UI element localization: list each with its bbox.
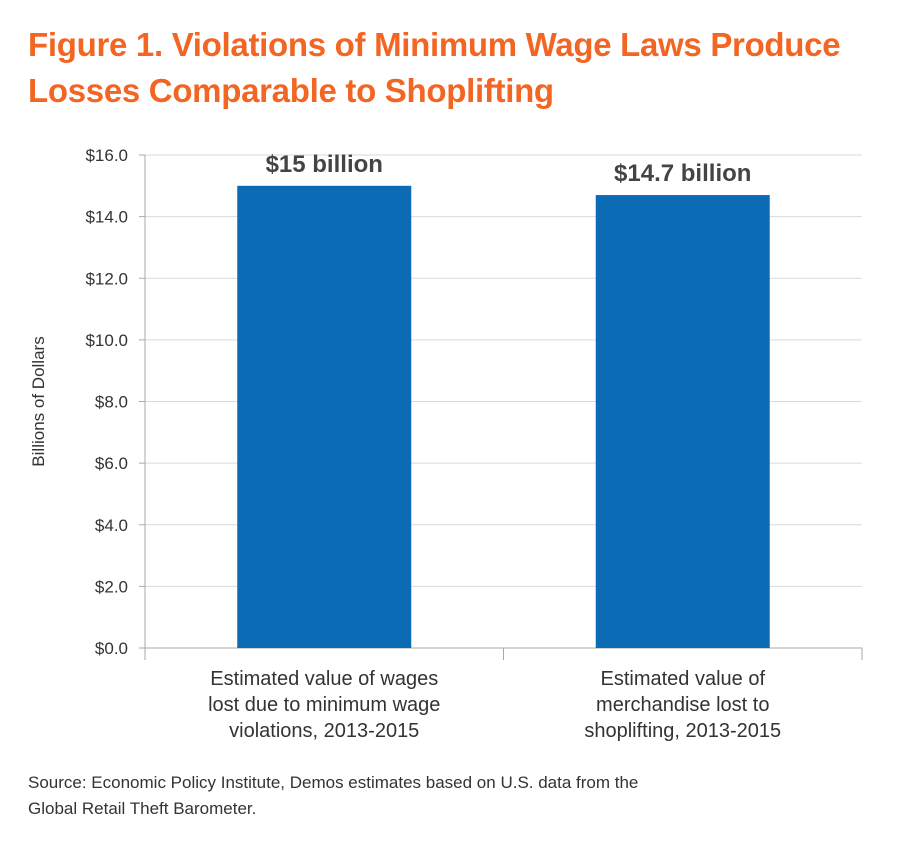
title-line: Figure 1. Violations of Minimum Wage Law… xyxy=(28,26,841,63)
data-label: $15 billion xyxy=(266,151,383,178)
x-category-label: lost due to minimum wage xyxy=(208,694,440,716)
x-category-label: merchandise lost to xyxy=(596,694,769,716)
x-category-label: Estimated value of xyxy=(600,668,765,690)
x-category-label: Estimated value of wages xyxy=(210,668,438,690)
y-tick-label: $6.0 xyxy=(95,454,128,473)
data-label: $14.7 billion xyxy=(614,160,751,187)
bar xyxy=(237,185,412,648)
y-tick-label: $14.0 xyxy=(85,208,128,227)
x-category-label: violations, 2013-2015 xyxy=(229,720,419,742)
x-category-label: shoplifting, 2013-2015 xyxy=(584,720,781,742)
y-tick-label: $4.0 xyxy=(95,516,128,535)
y-tick-label: $0.0 xyxy=(95,639,128,658)
title-line: Losses Comparable to Shoplifting xyxy=(28,72,554,109)
y-tick-label: $2.0 xyxy=(95,577,128,596)
source-line: Global Retail Theft Barometer. xyxy=(28,799,257,818)
source-line: Source: Economic Policy Institute, Demos… xyxy=(28,773,639,792)
y-tick-label: $8.0 xyxy=(95,393,128,412)
chart-title: Figure 1. Violations of Minimum Wage Law… xyxy=(28,22,841,114)
y-axis-label: Billions of Dollars xyxy=(29,336,48,466)
bar xyxy=(595,195,770,648)
y-tick-label: $12.0 xyxy=(85,269,128,288)
y-tick-label: $10.0 xyxy=(85,331,128,350)
y-tick-label: $16.0 xyxy=(85,146,128,165)
source-note: Source: Economic Policy Institute, Demos… xyxy=(28,770,638,822)
bar-chart: $0.0 $2.0 $4.0 $6.0 $8.0 $10.0 $12.0 $14.0 $16.0… xyxy=(29,146,863,742)
